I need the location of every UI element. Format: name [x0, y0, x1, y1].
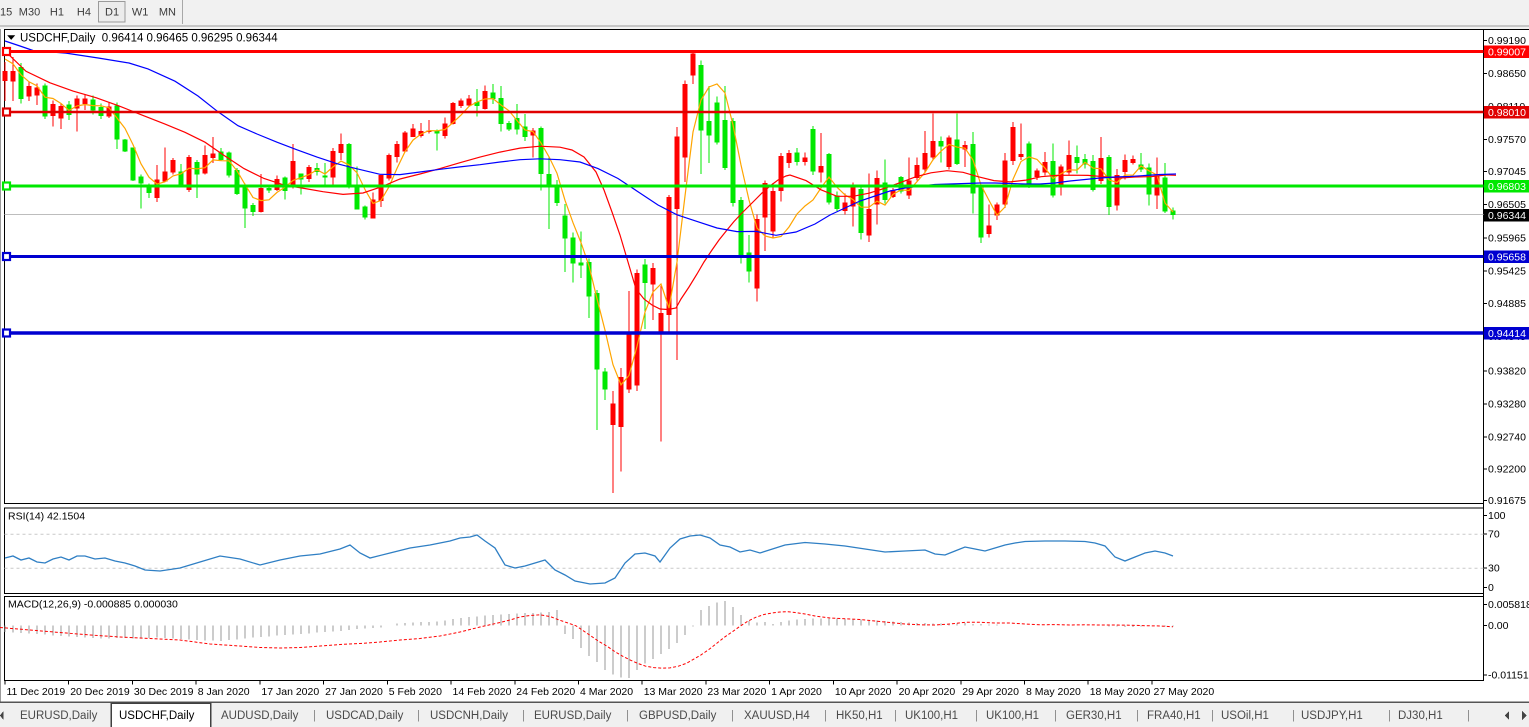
svg-text:13 Mar 2020: 13 Mar 2020 [644, 686, 703, 698]
svg-text:0.98650: 0.98650 [1488, 68, 1526, 80]
svg-text:RSI(14) 42.1504: RSI(14) 42.1504 [8, 511, 85, 523]
svg-text:W1: W1 [132, 7, 149, 19]
svg-text:0.95658: 0.95658 [1488, 251, 1526, 263]
svg-text:USDCHF,Daily 0.96414 0.96465: USDCHF,Daily 0.96414 0.96465 0.96295 0.9… [20, 33, 278, 45]
svg-text:UK100,H1: UK100,H1 [986, 710, 1039, 722]
svg-text:AUDUSD,Daily: AUDUSD,Daily [221, 710, 299, 722]
svg-text:15: 15 [0, 7, 12, 19]
svg-text:14 Feb 2020: 14 Feb 2020 [453, 686, 512, 698]
svg-text:|: | [522, 710, 525, 722]
svg-text:4 Mar 2020: 4 Mar 2020 [580, 686, 633, 698]
svg-text:0: 0 [1488, 582, 1494, 594]
svg-text:DJ30,H1: DJ30,H1 [1398, 710, 1443, 722]
svg-text:0.96505: 0.96505 [1488, 199, 1526, 211]
svg-text:5 Feb 2020: 5 Feb 2020 [389, 686, 442, 698]
svg-text:D1: D1 [105, 7, 119, 19]
svg-text:|: | [894, 710, 897, 722]
svg-text:0.96803: 0.96803 [1488, 181, 1526, 193]
svg-text:0.99007: 0.99007 [1488, 46, 1526, 58]
svg-text:0.94885: 0.94885 [1488, 298, 1526, 310]
svg-text:-0.01151: -0.01151 [1488, 670, 1529, 682]
svg-text:|: | [731, 710, 734, 722]
svg-text:11 Dec 2019: 11 Dec 2019 [7, 686, 66, 698]
svg-text:|: | [626, 710, 629, 722]
svg-text:UK100,H1: UK100,H1 [905, 710, 958, 722]
svg-text:0.97045: 0.97045 [1488, 166, 1526, 178]
svg-text:29 Apr 2020: 29 Apr 2020 [962, 686, 1019, 698]
svg-text:1 Apr 2020: 1 Apr 2020 [771, 686, 822, 698]
svg-text:0.99190: 0.99190 [1488, 35, 1526, 47]
svg-text:EURUSD,Daily: EURUSD,Daily [534, 710, 612, 722]
svg-text:30 Dec 2019: 30 Dec 2019 [134, 686, 194, 698]
svg-text:M30: M30 [19, 7, 40, 19]
svg-text:USOil,H1: USOil,H1 [1221, 710, 1269, 722]
svg-text:0.97570: 0.97570 [1488, 134, 1526, 146]
svg-text:|: | [1467, 710, 1470, 722]
svg-text:0.94414: 0.94414 [1488, 328, 1526, 340]
svg-text:FRA40,H1: FRA40,H1 [1147, 710, 1201, 722]
svg-text:18 May 2020: 18 May 2020 [1090, 686, 1151, 698]
svg-text:USDJPY,H1: USDJPY,H1 [1301, 710, 1363, 722]
svg-text:|: | [1136, 710, 1139, 722]
svg-text:XAUUSD,H4: XAUUSD,H4 [744, 710, 810, 722]
svg-text:27 May 2020: 27 May 2020 [1154, 686, 1215, 698]
svg-text:0.93820: 0.93820 [1488, 366, 1526, 378]
svg-text:HK50,H1: HK50,H1 [836, 710, 883, 722]
svg-text:0.92740: 0.92740 [1488, 432, 1526, 444]
svg-text:0.95425: 0.95425 [1488, 265, 1526, 277]
svg-text:0.96344: 0.96344 [1488, 210, 1526, 222]
svg-text:24 Feb 2020: 24 Feb 2020 [516, 686, 575, 698]
svg-text:|: | [824, 710, 827, 722]
svg-text:|: | [1054, 710, 1057, 722]
svg-text:8 Jan 2020: 8 Jan 2020 [198, 686, 250, 698]
svg-text:0.00: 0.00 [1488, 620, 1509, 632]
svg-text:MACD(12,26,9) -0.000885 0.0000: MACD(12,26,9) -0.000885 0.000030 [8, 599, 178, 611]
svg-text:|: | [1292, 710, 1295, 722]
svg-text:20 Apr 2020: 20 Apr 2020 [899, 686, 956, 698]
svg-text:0.005818: 0.005818 [1488, 599, 1529, 611]
svg-text:EURUSD,Daily: EURUSD,Daily [20, 710, 98, 722]
svg-text:0.95965: 0.95965 [1488, 233, 1526, 245]
svg-text:|: | [417, 710, 420, 722]
svg-text:17 Jan 2020: 17 Jan 2020 [261, 686, 319, 698]
svg-text:0.93280: 0.93280 [1488, 399, 1526, 411]
svg-text:USDCNH,Daily: USDCNH,Daily [430, 710, 508, 722]
svg-text:8 May 2020: 8 May 2020 [1026, 686, 1081, 698]
svg-text:|: | [975, 710, 978, 722]
svg-text:70: 70 [1488, 529, 1500, 541]
svg-text:10 Apr 2020: 10 Apr 2020 [835, 686, 892, 698]
svg-text:23 Mar 2020: 23 Mar 2020 [707, 686, 766, 698]
svg-text:30: 30 [1488, 563, 1500, 575]
svg-text:100: 100 [1488, 510, 1506, 522]
svg-text:0.98010: 0.98010 [1488, 107, 1526, 119]
svg-text:0.92200: 0.92200 [1488, 464, 1526, 476]
svg-text:20 Dec 2019: 20 Dec 2019 [70, 686, 130, 698]
svg-text:USDCAD,Daily: USDCAD,Daily [326, 710, 404, 722]
svg-text:0.91675: 0.91675 [1488, 495, 1526, 507]
svg-text:GBPUSD,Daily: GBPUSD,Daily [639, 710, 717, 722]
svg-text:H4: H4 [77, 7, 91, 19]
svg-text:H1: H1 [50, 7, 64, 19]
svg-text:GER30,H1: GER30,H1 [1066, 710, 1122, 722]
svg-text:27 Jan 2020: 27 Jan 2020 [325, 686, 383, 698]
svg-text:|: | [1388, 710, 1391, 722]
svg-text:MN: MN [159, 7, 176, 19]
svg-text:|: | [1211, 710, 1214, 722]
svg-text:USDCHF,Daily: USDCHF,Daily [119, 710, 195, 722]
svg-text:|: | [313, 710, 316, 722]
